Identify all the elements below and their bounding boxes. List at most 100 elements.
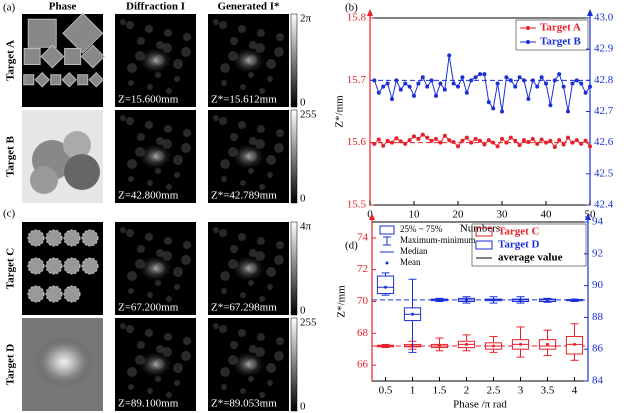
speckle [219,229,227,237]
point [478,72,482,77]
point [381,84,386,89]
speckle [267,172,273,178]
mean [411,312,414,316]
y-tick-label: 15.5 [347,199,367,211]
speckle [220,159,230,169]
speckle [274,255,284,265]
point [451,81,456,86]
y2-tick-label: 86 [592,343,604,355]
speckle [147,84,153,90]
row-label: Target B [5,135,17,177]
point [412,134,416,139]
speckle [183,129,191,137]
point [407,84,412,89]
point [504,75,509,80]
colorbar [290,221,298,316]
z-label: Z=67.200mm [118,302,179,314]
shape [50,74,62,86]
point [473,136,478,141]
legend-box [515,19,589,51]
legend-label: Target D [498,239,540,251]
axis-arrow [367,9,373,16]
point [447,138,452,143]
speckle [219,117,227,125]
speckle [120,115,126,121]
point [447,53,452,58]
point [464,90,469,95]
speckle [174,76,180,82]
point [372,141,377,146]
point [438,81,443,86]
image-content [22,222,103,315]
point [504,140,509,145]
speckle [128,80,134,86]
speckle [147,388,153,394]
x-tick-label: 2.5 [487,385,501,397]
speckle [221,384,227,390]
speckle [219,21,227,29]
colorbar-label: 0 [300,305,306,317]
legend-key [526,40,530,44]
row-label: Target D [5,344,17,386]
box-legend-label: Median [400,246,428,256]
speckle [240,292,246,298]
y2-tick-label: 42.7 [594,105,614,117]
row-label: Target A [5,40,17,81]
speckle [240,180,246,186]
speckle [240,388,246,394]
y2-tick-label: 42.4 [594,199,614,211]
point [500,109,504,114]
shape [64,48,82,65]
shape [81,257,99,275]
speckle [137,254,174,283]
speckle [147,292,153,298]
box-legend-label: Mean [400,257,421,267]
speckle [257,29,265,37]
speckle [230,245,238,253]
speckle [128,384,134,390]
point [456,84,460,89]
point [420,132,425,137]
mean [519,298,522,302]
speckle [238,329,246,337]
speckle [259,296,265,302]
image-content [208,110,289,203]
speckle [173,155,183,165]
point [464,135,469,140]
point [491,106,496,111]
shape [62,12,104,54]
mean [465,298,468,302]
speckle [221,80,227,86]
speckle [183,337,191,345]
point [495,81,500,86]
speckle [173,267,183,277]
mean [438,344,441,348]
x-axis-label: Phase /π rad [453,399,507,411]
x-tick-label: 10 [409,209,421,221]
y2-tick-label: 84 [592,375,604,387]
speckle [213,115,219,121]
speckle [127,271,137,281]
speckle [127,367,137,377]
image-content [115,14,196,107]
point [425,135,430,140]
speckle [220,271,230,281]
shape [63,229,81,247]
speckle [230,133,238,141]
y2-tick-label: 42.5 [594,167,614,179]
mean [384,285,387,289]
speckle [166,88,172,94]
point [394,78,399,83]
speckle [238,25,246,33]
speckle [259,88,265,94]
speckle [126,325,134,333]
shape [45,229,63,247]
column-header: Phase [49,1,77,13]
image-content [115,318,196,411]
point [390,97,394,102]
mean [438,298,441,302]
legend-label: Target B [540,36,582,48]
point [420,75,425,80]
colorbar [290,109,298,204]
point [570,140,575,145]
